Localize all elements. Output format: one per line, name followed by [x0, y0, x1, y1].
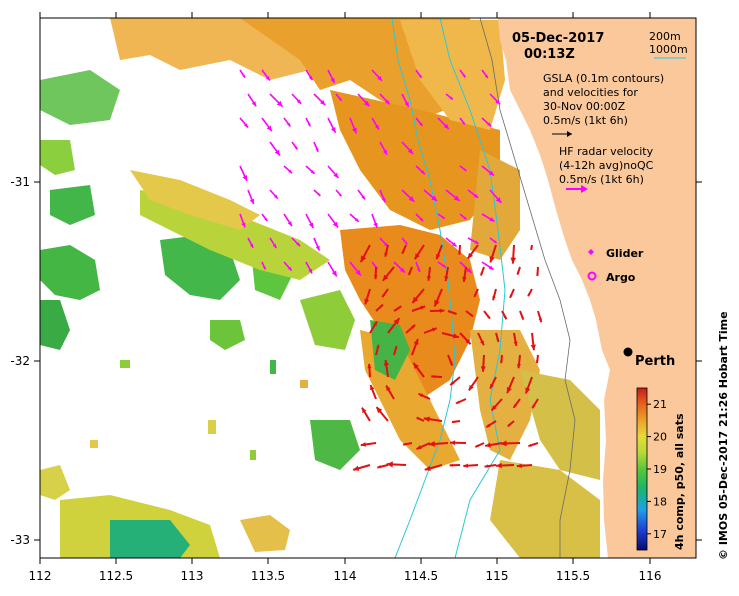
colorbar-tick-label: 20	[653, 431, 667, 444]
hf-legend-line-2: (4-12h avg)noQC	[559, 159, 654, 172]
colorbar-tick-label: 21	[653, 398, 667, 411]
colorbar-tick-label: 19	[653, 463, 667, 476]
header-date: 05-Dec-2017	[512, 31, 604, 46]
x-tick-label: 112.5	[99, 569, 133, 583]
gsla-legend-line-1: GSLA (0.1m contours)	[543, 72, 664, 85]
x-tick-label: 115.5	[556, 569, 590, 583]
glider-label: Glider	[606, 247, 644, 260]
header-time: 00:13Z	[524, 47, 575, 62]
argo-label: Argo	[606, 271, 636, 284]
hf-legend: HF radar velocity (4-12h avg)noQC 0.5m/s…	[559, 145, 654, 193]
perth-label: Perth	[635, 354, 675, 369]
colorbar-tick-label: 18	[653, 495, 667, 508]
colorbar-tick-label: 17	[653, 528, 667, 541]
x-tick-label: 113.5	[251, 569, 285, 583]
colorbar-gradient	[637, 388, 647, 550]
credit-text: © IMOS 05-Dec-2017 21:26 Hobart Time	[717, 311, 730, 560]
contour-legend-1000m: 1000m	[649, 43, 688, 56]
y-tick-label: -32	[10, 354, 30, 368]
x-tick-label: 115	[486, 569, 509, 583]
x-tick-label: 114	[334, 569, 357, 583]
y-tick-label: -33	[10, 533, 30, 547]
x-tick-label: 114.5	[404, 569, 438, 583]
contour-legend-200m: 200m	[649, 30, 681, 43]
hf-legend-line-3: 0.5m/s (1kt 6h)	[559, 173, 644, 186]
x-tick-label: 116	[639, 569, 662, 583]
gsla-legend-line-2: and velocities for	[543, 86, 638, 99]
y-tick-label: -31	[10, 175, 30, 189]
hf-legend-line-1: HF radar velocity	[559, 145, 654, 158]
gsla-legend-line-4: 0.5m/s (1kt 6h)	[543, 114, 628, 127]
x-tick-label: 113	[181, 569, 204, 583]
perth-marker-icon	[624, 348, 633, 357]
colorbar-label: 4h comp, p50, all sats	[673, 413, 686, 550]
gsla-legend-line-3: 30-Nov 00:00Z	[543, 100, 626, 113]
x-tick-label: 112	[29, 569, 52, 583]
